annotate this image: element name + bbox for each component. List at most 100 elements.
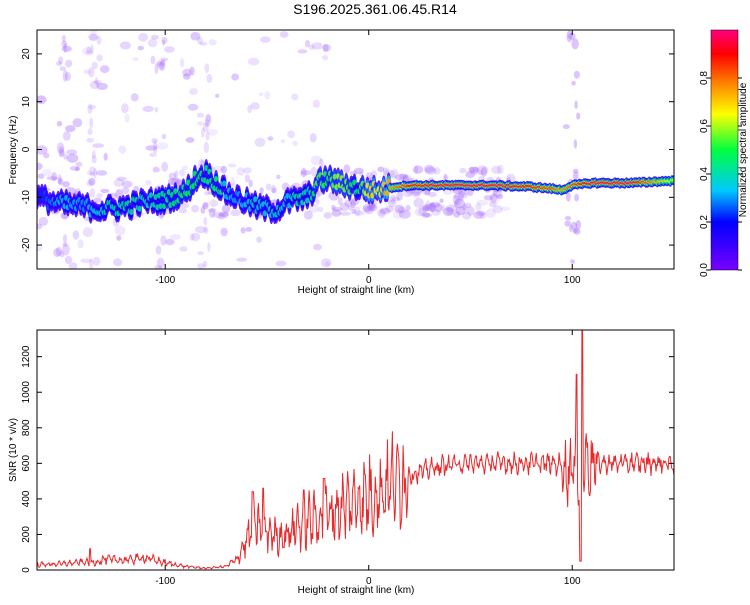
spectrogram-noise-blob xyxy=(121,187,130,195)
spectrogram-noise-blob xyxy=(178,208,188,214)
spectrogram-noise-blob xyxy=(260,36,271,43)
snr-y-label: SNR (10 * v/v) xyxy=(8,418,19,482)
spectrogram-noise-blob xyxy=(443,207,454,217)
spectrogram-noise-blob xyxy=(83,69,92,75)
spectrogram-noise-blob xyxy=(412,191,421,197)
spectrogram-ridge-cell xyxy=(671,179,674,182)
spectrogram-streak-blob xyxy=(92,256,101,266)
spectrogram-noise-blob xyxy=(170,177,183,187)
colorbar-tick-label: 0.8 xyxy=(699,71,710,85)
spectrogram-streak-blob xyxy=(62,242,68,247)
spectrogram-ridge-cell xyxy=(137,205,142,212)
spectrogram-streak-blob xyxy=(65,59,73,68)
spectrogram-noise-blob xyxy=(453,202,459,208)
spectrogram-noise-blob xyxy=(311,42,323,50)
spectrogram-noise-blob xyxy=(74,166,80,172)
spectrogram-noise-blob xyxy=(51,172,57,182)
spectrogram-noise-blob xyxy=(492,190,498,197)
spectrogram-noise-blob xyxy=(256,236,262,243)
spectrogram-ridge-cell xyxy=(173,188,178,195)
colorbar-ticks: 0.0 0.2 0.4 0.6 0.8 xyxy=(699,71,742,277)
spectrogram-streak-blob xyxy=(574,100,578,109)
spectrogram-streak-blob xyxy=(96,35,102,45)
snr-y-tick-label: 0 xyxy=(21,567,32,573)
spectrogram-noise-blob xyxy=(38,216,49,226)
spectrogram-noise-blob xyxy=(236,167,245,176)
spectrogram-ridge-cell xyxy=(161,203,167,210)
spectrogram-noise-blob xyxy=(254,137,266,147)
spectrogram-noise-blob xyxy=(154,106,159,113)
spectrogram-streak-blob xyxy=(161,36,168,44)
spectrogram-noise-blob xyxy=(203,191,210,196)
spectrogram-noise-blob xyxy=(483,195,494,201)
spectrogram-noise-blob xyxy=(202,202,209,210)
spectrogram-noise-blob xyxy=(394,173,407,181)
spectrogram-noise-blob xyxy=(240,227,246,234)
snr-series-line xyxy=(37,330,674,570)
spectrogram-noise-blob xyxy=(396,191,403,201)
spectrogram-noise-blob xyxy=(322,43,329,53)
spectrogram-noise-blob xyxy=(300,170,312,176)
spectrogram-noise-blob xyxy=(68,262,78,269)
spectrogram-noise-blob xyxy=(303,210,313,220)
spectrogram-streak-blob xyxy=(161,39,166,46)
spectrogram-noise-blob xyxy=(443,175,449,180)
spectrogram-ridge-cell xyxy=(129,209,134,215)
spectrogram-streak-blob xyxy=(86,46,92,54)
spectrogram-streak-blob xyxy=(62,234,68,243)
spectrogram-streak-blob xyxy=(572,228,578,233)
spectrogram-noise-blob xyxy=(208,208,216,218)
spectrogram-noise-blob xyxy=(317,206,324,213)
spectrogram-streak-blob xyxy=(576,112,581,120)
spectrogram-noise-blob xyxy=(370,170,378,178)
spectrogram-noise-blob xyxy=(174,170,179,179)
spectrogram-noise-blob xyxy=(354,210,365,216)
spectrogram-noise-blob xyxy=(424,189,431,196)
spectrogram-noise-blob xyxy=(62,181,70,188)
spectrogram-noise-blob xyxy=(248,179,253,188)
spectrogram-noise-blob xyxy=(46,176,59,181)
spectrogram-streak-blob xyxy=(566,30,573,43)
spectrogram-noise-blob xyxy=(348,204,353,211)
spectrogram-noise-blob xyxy=(479,212,487,220)
spectrogram-y-tick-label: -10 xyxy=(21,190,32,205)
spectrogram-ridge-cell xyxy=(321,182,326,189)
spectrogram-streak-blob xyxy=(204,119,210,128)
spectrogram-noise-blob xyxy=(93,197,102,203)
spectrogram-noise-blob xyxy=(492,190,503,198)
spectrogram-noise-blob xyxy=(463,202,472,209)
spectrogram-noise-blob xyxy=(428,191,437,198)
spectrogram-noise-blob xyxy=(421,212,430,218)
spectrogram-noise-blob xyxy=(418,206,427,217)
spectrogram-noise-blob xyxy=(497,164,504,175)
spectrogram-noise-blob xyxy=(430,201,441,208)
spectrogram-streak-blob xyxy=(86,137,95,143)
spectrogram-streak-blob xyxy=(156,60,163,67)
spectrogram-noise-blob xyxy=(424,203,433,212)
spectrogram-streak-blob xyxy=(154,265,163,269)
spectrogram-streak-blob xyxy=(89,188,96,198)
spectrogram-noise-blob xyxy=(398,209,411,219)
snr-y-ticks: 0 200 400 600 800 1000 1200 xyxy=(21,345,674,573)
spectrogram-streak-blob xyxy=(196,112,204,118)
spectrogram-noise-blob xyxy=(362,204,373,213)
spectrogram-noise-blob xyxy=(462,192,468,199)
spectrogram-noise-blob xyxy=(53,248,61,258)
spectrogram-noise-blob xyxy=(488,201,497,208)
spectrogram-noise-blob xyxy=(247,105,253,114)
spectrogram-noise-blob xyxy=(181,165,189,171)
spectrogram-streak-blob xyxy=(203,141,209,153)
spectrogram-y-label: Frequency (Hz) xyxy=(8,116,19,185)
spectrogram-noise-blob xyxy=(236,257,248,262)
spectrogram-noise-blob xyxy=(440,204,446,212)
spectrogram-noise-blob xyxy=(95,170,108,176)
spectrogram-noise-blob xyxy=(390,169,399,179)
spectrogram-streak-blob xyxy=(91,150,96,159)
spectrogram-noise-blob xyxy=(77,239,84,249)
spectrogram-noise-blob xyxy=(114,225,126,236)
spectrogram-noise-blob xyxy=(455,206,466,216)
spectrogram-noise-blob xyxy=(191,232,201,242)
spectrogram-streak-blob xyxy=(573,70,581,79)
spectrogram-noise-blob xyxy=(75,161,83,167)
spectrogram-noise-blob xyxy=(218,211,229,217)
